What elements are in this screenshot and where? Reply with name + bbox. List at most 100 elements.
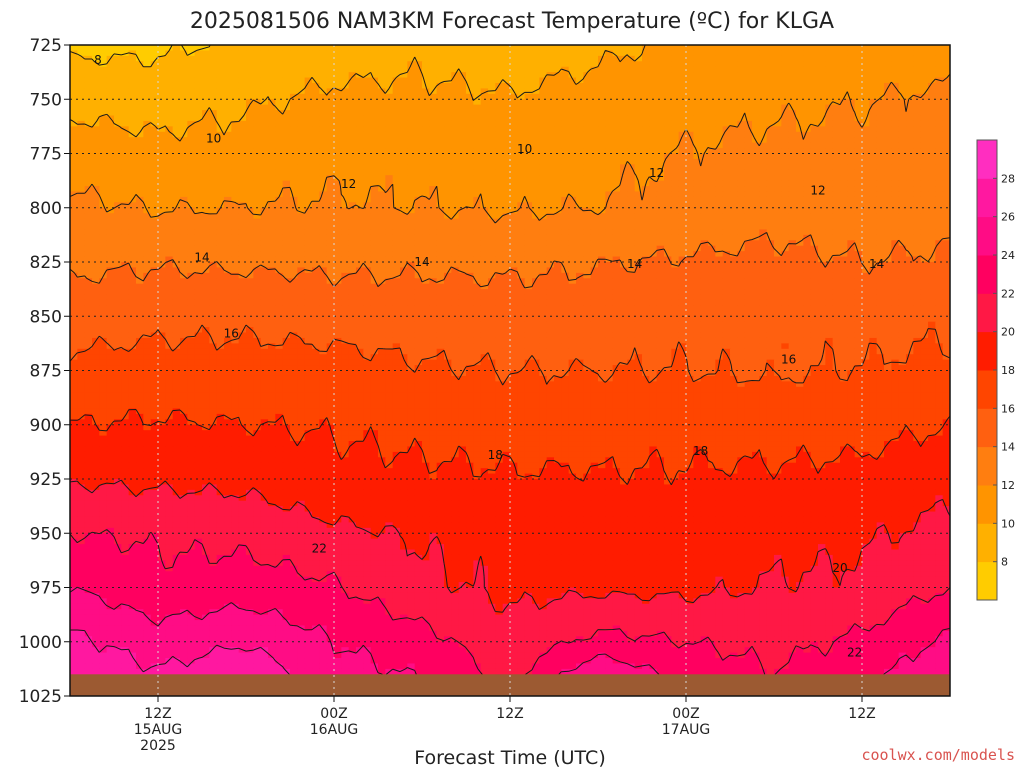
heatmap-cell xyxy=(70,131,78,138)
heatmap-cell xyxy=(216,104,225,111)
heatmap-cell xyxy=(334,186,342,193)
heatmap-cell xyxy=(876,164,885,171)
heatmap-cell xyxy=(348,207,357,214)
heatmap-cell xyxy=(576,115,584,122)
heatmap-cell xyxy=(136,77,144,84)
heatmap-cell xyxy=(488,245,496,252)
heatmap-cell xyxy=(708,142,716,149)
heatmap-cell xyxy=(187,218,196,225)
heatmap-cell xyxy=(414,267,423,274)
heatmap-cell xyxy=(488,224,496,231)
heatmap-cell xyxy=(686,120,694,127)
heatmap-cell xyxy=(744,196,753,203)
heatmap-cell xyxy=(832,251,841,258)
heatmap-cell xyxy=(928,115,936,122)
heatmap-cell xyxy=(231,88,240,95)
heatmap-cell xyxy=(488,191,496,198)
heatmap-cell xyxy=(920,224,929,231)
heatmap-cell xyxy=(92,234,100,241)
heatmap-cell xyxy=(774,213,782,220)
heatmap-cell xyxy=(466,142,474,149)
heatmap-cell xyxy=(150,61,159,68)
heatmap-cell xyxy=(928,104,936,111)
heatmap-cell xyxy=(502,229,511,236)
heatmap-cell xyxy=(928,55,936,62)
heatmap-cell xyxy=(319,110,328,117)
heatmap-cell xyxy=(392,104,401,111)
heatmap-cell xyxy=(165,148,174,155)
heatmap-cell xyxy=(920,175,929,182)
heatmap-cell xyxy=(304,256,313,263)
heatmap-cell xyxy=(891,186,900,193)
heatmap-cell xyxy=(253,180,262,187)
heatmap-cell xyxy=(128,110,137,117)
heatmap-cell xyxy=(730,120,738,127)
heatmap-cell xyxy=(429,202,438,209)
heatmap-cell xyxy=(686,55,694,62)
heatmap-cell xyxy=(466,148,474,155)
heatmap-cell xyxy=(290,126,298,133)
heatmap-cell xyxy=(172,148,181,155)
heatmap-cell xyxy=(429,66,438,73)
heatmap-cell xyxy=(326,137,335,144)
heatmap-cell xyxy=(180,229,188,236)
heatmap-cell xyxy=(495,99,504,106)
heatmap-cell xyxy=(136,245,144,252)
heatmap-cell xyxy=(282,82,291,89)
heatmap-cell xyxy=(869,262,878,269)
heatmap-cell xyxy=(121,142,130,149)
heatmap-cell xyxy=(436,66,445,73)
heatmap-cell xyxy=(436,213,445,220)
heatmap-cell xyxy=(422,196,430,203)
heatmap-cell xyxy=(642,169,650,176)
heatmap-cell xyxy=(759,234,768,241)
heatmap-cell xyxy=(818,115,826,122)
heatmap-cell xyxy=(693,55,702,62)
heatmap-cell xyxy=(825,240,834,247)
heatmap-cell xyxy=(495,175,504,182)
heatmap-cell xyxy=(106,61,115,68)
heatmap-cell xyxy=(128,142,137,149)
heatmap-cell xyxy=(876,93,885,100)
heatmap-cell xyxy=(700,245,709,252)
heatmap-cell xyxy=(297,120,306,127)
heatmap-cell xyxy=(942,148,950,155)
heatmap-cell xyxy=(290,191,298,198)
heatmap-cell xyxy=(510,245,518,252)
heatmap-cell xyxy=(114,186,122,193)
heatmap-cell xyxy=(414,256,423,263)
heatmap-cell xyxy=(436,137,445,144)
heatmap-cell xyxy=(348,196,357,203)
heatmap-cell xyxy=(796,93,804,100)
heatmap-cell xyxy=(554,72,562,79)
heatmap-cell xyxy=(942,82,950,89)
heatmap-cell xyxy=(693,180,702,187)
heatmap-cell xyxy=(92,224,100,231)
heatmap-cell xyxy=(370,234,379,241)
heatmap-cell xyxy=(480,245,489,252)
heatmap-cell xyxy=(260,169,269,176)
heatmap-cell xyxy=(209,267,218,274)
heatmap-cell xyxy=(260,240,269,247)
heatmap-cell xyxy=(297,229,306,236)
heatmap-cell xyxy=(363,267,372,274)
heatmap-cell xyxy=(796,50,804,57)
heatmap-cell xyxy=(312,224,320,231)
heatmap-cell xyxy=(121,180,130,187)
heatmap-cell xyxy=(854,224,863,231)
heatmap-cell xyxy=(246,99,254,106)
heatmap-cell xyxy=(275,229,284,236)
heatmap-cell xyxy=(678,142,687,149)
heatmap-cell xyxy=(935,240,944,247)
heatmap-cell xyxy=(158,213,166,220)
heatmap-cell xyxy=(348,202,357,209)
heatmap-cell xyxy=(414,202,423,209)
heatmap-cell xyxy=(928,148,936,155)
heatmap-cell xyxy=(671,66,680,73)
heatmap-cell xyxy=(246,120,254,127)
heatmap-cell xyxy=(466,104,474,111)
heatmap-cell xyxy=(121,202,130,209)
heatmap-cell xyxy=(862,202,870,209)
heatmap-cell xyxy=(605,137,614,144)
heatmap-cell xyxy=(304,218,313,225)
